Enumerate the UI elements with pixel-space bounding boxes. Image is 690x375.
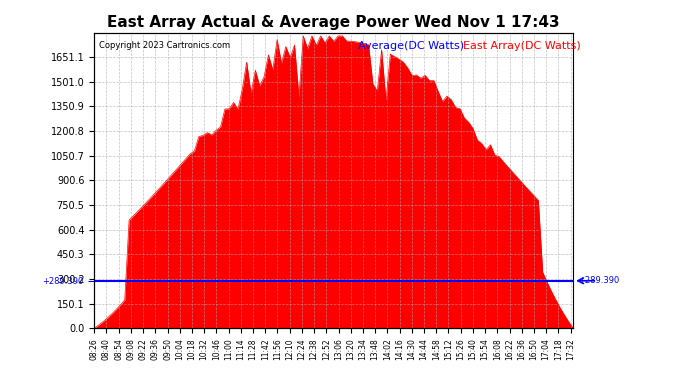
Text: +289.390: +289.390	[578, 276, 619, 285]
Text: Average(DC Watts): Average(DC Watts)	[357, 41, 464, 51]
Text: Copyright 2023 Cartronics.com: Copyright 2023 Cartronics.com	[99, 41, 230, 50]
Text: East Array(DC Watts): East Array(DC Watts)	[463, 41, 581, 51]
Title: East Array Actual & Average Power Wed Nov 1 17:43: East Array Actual & Average Power Wed No…	[108, 15, 560, 30]
